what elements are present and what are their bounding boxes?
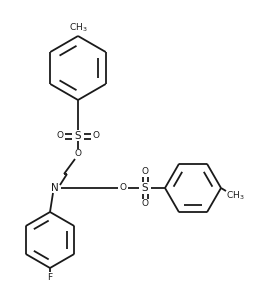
Text: O: O — [119, 184, 126, 193]
Text: O: O — [141, 167, 149, 176]
Text: CH$_3$: CH$_3$ — [69, 22, 87, 34]
Text: S: S — [75, 131, 81, 141]
Text: O: O — [92, 132, 100, 141]
Text: S: S — [142, 183, 148, 193]
Text: F: F — [47, 272, 53, 281]
Text: O: O — [141, 200, 149, 209]
Text: N: N — [51, 183, 59, 193]
Text: CH$_3$: CH$_3$ — [226, 190, 244, 202]
Text: O: O — [74, 150, 82, 159]
Text: O: O — [56, 132, 64, 141]
